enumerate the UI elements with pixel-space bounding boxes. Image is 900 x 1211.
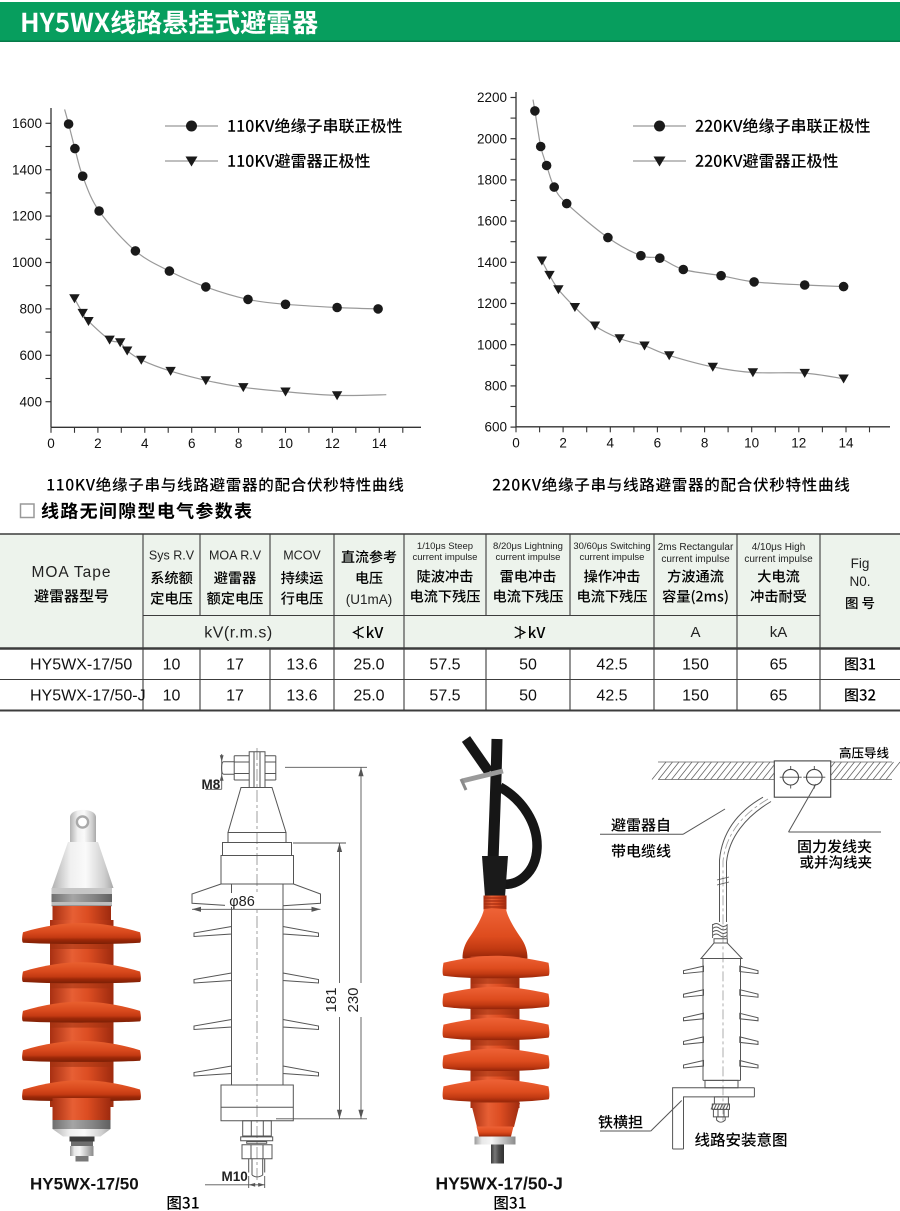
svg-text:1000: 1000	[12, 255, 42, 270]
svg-text:600: 600	[19, 348, 42, 363]
svg-text:M10: M10	[222, 1169, 248, 1184]
svg-text:φ86: φ86	[229, 894, 255, 910]
svg-text:current impulse: current impulse	[496, 552, 561, 563]
svg-text:14: 14	[372, 436, 388, 451]
svg-text:current impulse: current impulse	[661, 554, 730, 565]
svg-text:13.6: 13.6	[286, 657, 317, 674]
svg-text:HY5WX-17/50-J: HY5WX-17/50-J	[30, 688, 146, 705]
svg-text:HY5WX-17/50: HY5WX-17/50	[30, 657, 132, 674]
svg-text:N0.: N0.	[849, 574, 870, 589]
svg-text:0: 0	[512, 435, 520, 450]
svg-text:4: 4	[141, 436, 149, 451]
svg-text:800: 800	[19, 302, 42, 317]
svg-text:A: A	[690, 624, 700, 641]
svg-text:1/10μs Steep: 1/10μs Steep	[417, 541, 473, 552]
svg-text:6: 6	[654, 435, 662, 450]
svg-text:57.5: 57.5	[429, 657, 460, 674]
svg-text:25.0: 25.0	[353, 688, 384, 705]
svg-text:10: 10	[744, 435, 759, 450]
svg-text:50: 50	[519, 657, 537, 674]
svg-text:13.6: 13.6	[286, 688, 317, 705]
svg-text:MOA R.V: MOA R.V	[209, 549, 262, 563]
svg-text:4: 4	[607, 435, 615, 450]
svg-text:1600: 1600	[477, 214, 507, 229]
svg-text:2200: 2200	[477, 90, 507, 105]
svg-text:Fig: Fig	[851, 556, 870, 571]
svg-text:1400: 1400	[12, 162, 42, 177]
svg-text:1000: 1000	[477, 337, 507, 352]
svg-text:0: 0	[47, 436, 55, 451]
svg-text:8: 8	[235, 436, 243, 451]
svg-text:2: 2	[94, 436, 102, 451]
svg-text:800: 800	[484, 379, 507, 394]
svg-text:HY5WX-17/50-J: HY5WX-17/50-J	[436, 1174, 563, 1194]
svg-text:2ms Rectangular: 2ms Rectangular	[658, 542, 734, 553]
svg-text:current impulse: current impulse	[580, 552, 645, 563]
svg-text:10: 10	[163, 657, 181, 674]
svg-text:current impulse: current impulse	[744, 554, 813, 565]
svg-text:1200: 1200	[477, 296, 507, 311]
svg-text:10: 10	[163, 688, 181, 705]
svg-text:8: 8	[701, 435, 709, 450]
svg-text:1600: 1600	[12, 116, 42, 131]
svg-text:2000: 2000	[477, 131, 507, 146]
svg-text:kA: kA	[770, 624, 788, 641]
svg-text:17: 17	[226, 688, 244, 705]
svg-text:12: 12	[791, 435, 806, 450]
svg-text:14: 14	[838, 435, 854, 450]
svg-text:M8: M8	[202, 777, 221, 792]
svg-text:10: 10	[278, 436, 293, 451]
svg-text:MCOV: MCOV	[283, 549, 321, 563]
svg-text:4/10μs High: 4/10μs High	[752, 542, 806, 553]
svg-text:current impulse: current impulse	[413, 552, 478, 563]
svg-text:42.5: 42.5	[596, 688, 627, 705]
svg-text:8/20μs Lightning: 8/20μs Lightning	[493, 541, 563, 552]
svg-text:6: 6	[188, 436, 196, 451]
svg-text:150: 150	[682, 688, 709, 705]
svg-text:2: 2	[559, 435, 567, 450]
svg-text:30/60μs Switching: 30/60μs Switching	[573, 541, 650, 552]
svg-text:12: 12	[325, 436, 340, 451]
svg-text:(U1mA): (U1mA)	[346, 592, 393, 607]
svg-text:1200: 1200	[12, 209, 42, 224]
svg-text:17: 17	[226, 657, 244, 674]
svg-text:1400: 1400	[477, 255, 507, 270]
svg-text:150: 150	[682, 657, 709, 674]
svg-text:65: 65	[770, 688, 788, 705]
svg-text:1800: 1800	[477, 173, 507, 188]
svg-text:600: 600	[484, 420, 507, 435]
svg-text:230: 230	[345, 987, 362, 1012]
svg-text:kV(r.m.s): kV(r.m.s)	[204, 625, 273, 642]
svg-text:HY5WX-17/50: HY5WX-17/50	[30, 1175, 139, 1194]
svg-text:400: 400	[19, 394, 42, 409]
svg-text:65: 65	[770, 657, 788, 674]
svg-text:50: 50	[519, 688, 537, 705]
svg-text:181: 181	[323, 987, 340, 1012]
svg-text:42.5: 42.5	[596, 657, 627, 674]
svg-text:25.0: 25.0	[353, 657, 384, 674]
svg-text:MOA Tape: MOA Tape	[31, 564, 111, 581]
svg-text:Sys R.V: Sys R.V	[149, 549, 195, 563]
svg-text:57.5: 57.5	[429, 688, 460, 705]
